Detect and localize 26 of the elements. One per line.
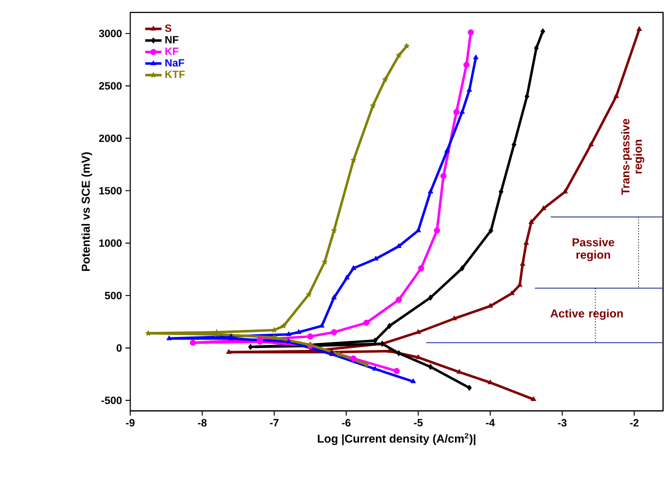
annotation: Trans-passive region <box>621 118 644 195</box>
legend-label: KTF <box>165 70 185 78</box>
y-tick-label: 500 <box>104 292 122 300</box>
y-tick-label: 1000 <box>99 239 122 247</box>
y-tick-label: 1500 <box>99 186 122 194</box>
x-axis-title: Log |Current density (A/cm$^{2}$)| <box>318 433 476 446</box>
x-tick-label: -9 <box>126 419 135 426</box>
legend-label: KF <box>165 48 178 55</box>
annotation: Passive region <box>572 238 614 262</box>
y-tick-label: 2500 <box>99 82 122 90</box>
annotation: Active region <box>550 309 623 320</box>
legend-label: S <box>165 24 172 32</box>
y-tick-label: -500 <box>101 396 122 404</box>
y-axis-title: Potential vs SCE (mV) <box>81 152 92 271</box>
x-tick-label: -7 <box>270 419 278 426</box>
x-tick-label: -6 <box>342 419 351 426</box>
y-tick-label: 3000 <box>98 30 122 38</box>
y-tick-label: 2000 <box>99 134 122 142</box>
y-tick-label: 0 <box>116 344 122 352</box>
x-tick-label: -3 <box>558 419 567 427</box>
legend-label: NaF <box>165 59 184 67</box>
legend-label: NF <box>165 36 178 44</box>
x-tick-label: -4 <box>486 419 495 426</box>
x-tick-label: -5 <box>414 419 423 426</box>
x-tick-label: -2 <box>630 419 638 426</box>
x-tick-label: -8 <box>198 419 207 426</box>
